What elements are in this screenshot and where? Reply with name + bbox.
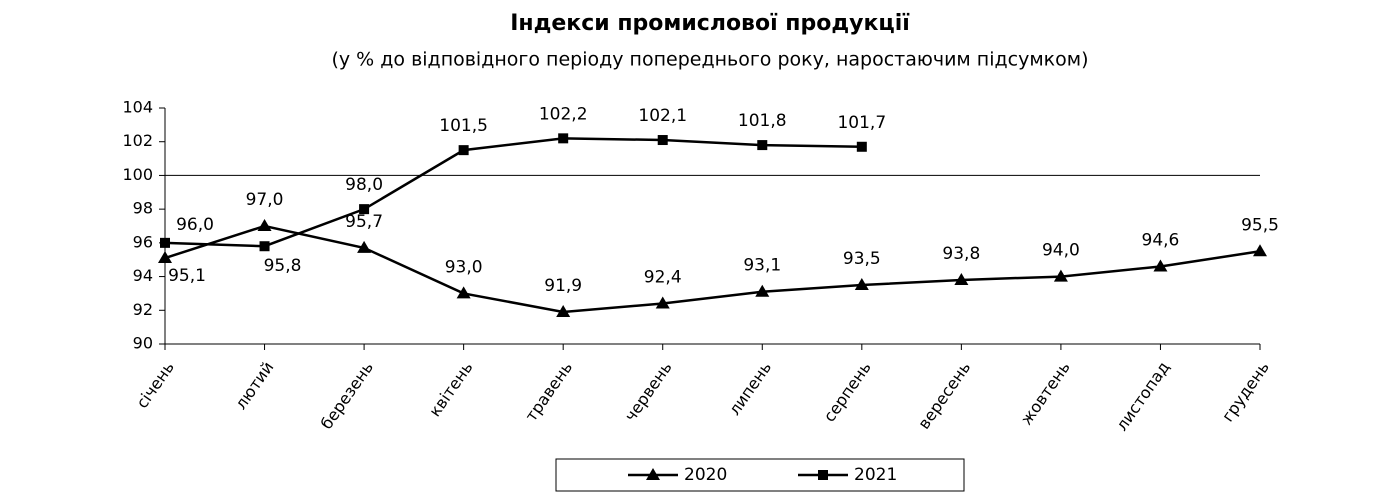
- x-tick-label: жовтень: [1017, 358, 1074, 428]
- x-tick-label: лютий: [231, 358, 277, 413]
- data-label: 94,6: [1142, 230, 1180, 250]
- data-label: 97,0: [246, 190, 284, 210]
- y-tick-label: 104: [122, 98, 153, 117]
- data-point: [1253, 244, 1267, 257]
- chart-subtitle: (у % до відповідного періоду попередньог…: [331, 49, 1088, 71]
- x-tick-label: листопад: [1112, 358, 1173, 434]
- data-point: [259, 241, 270, 252]
- data-label: 98,0: [345, 175, 383, 195]
- data-point: [755, 284, 770, 297]
- data-label: 93,1: [743, 256, 781, 276]
- data-point: [655, 296, 670, 309]
- x-tick-label: січень: [132, 358, 178, 412]
- data-point: [954, 272, 969, 285]
- data-label: 96,0: [176, 215, 214, 235]
- y-tick-label: 102: [122, 131, 153, 150]
- data-point: [657, 135, 668, 146]
- legend-marker: [818, 470, 828, 480]
- y-tick-label: 92: [133, 300, 153, 319]
- y-tick-label: 98: [133, 199, 153, 218]
- y-tick-label: 100: [122, 165, 153, 184]
- x-tick-label: грудень: [1218, 358, 1273, 425]
- data-label: 101,8: [738, 111, 787, 131]
- legend-label: 2021: [854, 465, 897, 485]
- data-label: 93,0: [445, 257, 483, 277]
- data-label: 102,2: [539, 104, 588, 124]
- data-point: [160, 237, 170, 248]
- data-point: [359, 204, 370, 215]
- chart-title: Індекси промислової продукції: [510, 11, 910, 36]
- data-point: [556, 304, 571, 317]
- data-point: [1053, 269, 1068, 282]
- data-point: [357, 240, 372, 253]
- data-label: 102,1: [638, 106, 687, 126]
- legend-marker: [646, 468, 660, 480]
- data-label: 93,5: [843, 249, 881, 269]
- data-label: 101,5: [439, 116, 488, 136]
- series-line: [164, 137, 862, 248]
- data-point: [1153, 259, 1168, 272]
- series-line: [164, 224, 1261, 314]
- data-label: 92,4: [644, 268, 682, 288]
- data-point: [456, 286, 471, 299]
- data-label: 95,5: [1241, 215, 1279, 235]
- data-point: [158, 251, 172, 264]
- data-label: 93,8: [942, 244, 980, 264]
- data-point: [257, 219, 272, 231]
- data-label: 91,9: [544, 276, 582, 296]
- x-tick-label: вересень: [914, 358, 974, 433]
- y-tick-label: 96: [133, 232, 153, 251]
- data-label: 95,7: [345, 212, 383, 232]
- data-point: [757, 140, 768, 151]
- data-label: 95,8: [264, 256, 302, 276]
- y-tick-label: 90: [133, 334, 153, 353]
- data-point: [856, 141, 867, 152]
- legend-box: [555, 458, 965, 492]
- x-tick-label: червень: [621, 358, 676, 425]
- x-tick-label: серпень: [820, 358, 875, 425]
- data-point: [558, 133, 569, 144]
- data-point: [854, 278, 869, 290]
- data-label: 95,1: [168, 266, 206, 286]
- data-label: 101,7: [837, 113, 886, 133]
- data-point: [458, 145, 469, 156]
- x-tick-label: квітень: [425, 358, 476, 420]
- data-label: 94,0: [1042, 241, 1080, 261]
- legend-label: 2020: [684, 465, 727, 485]
- x-tick-label: березень: [317, 358, 377, 433]
- x-tick-label: травень: [521, 358, 576, 425]
- x-tick-label: липень: [725, 358, 775, 419]
- y-tick-label: 94: [133, 266, 153, 285]
